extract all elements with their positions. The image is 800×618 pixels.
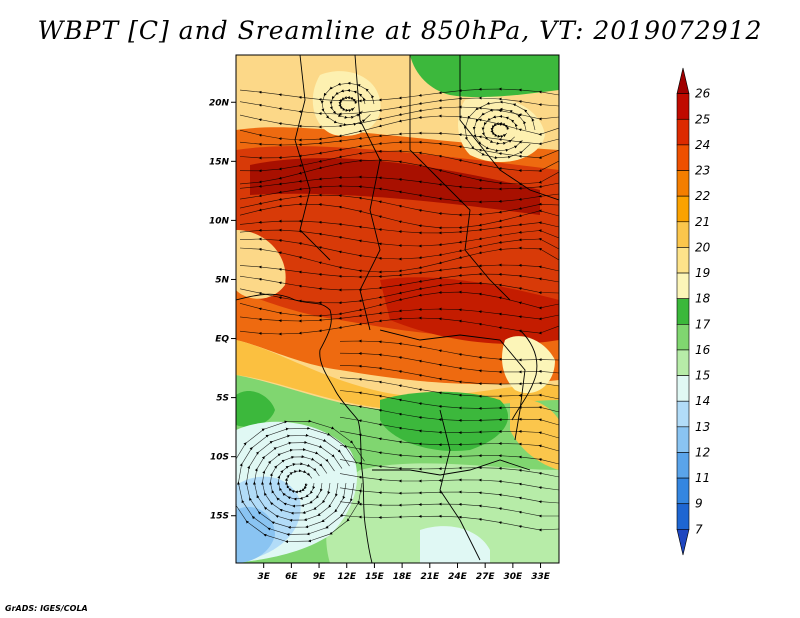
colorbar-segment (676, 170, 690, 197)
colorbar-segment (676, 375, 690, 402)
lon-tick-label: 15E (365, 572, 385, 582)
colorbar-label: 16 (695, 343, 711, 357)
colorbar-label: 24 (695, 138, 710, 152)
colorbar-segment (676, 349, 690, 376)
colorbar-label: 23 (695, 164, 710, 178)
lat-tick-label: 10N (209, 216, 230, 226)
lon-tick-label: 18E (393, 572, 413, 582)
colorbar-label: 18 (695, 292, 711, 306)
map-frame (235, 54, 560, 564)
colorbar-label: 21 (695, 215, 710, 229)
streamline (463, 100, 536, 160)
streamline (239, 316, 559, 336)
colorbar-label: 25 (695, 112, 710, 126)
colorbar: 26 25 24 23 22 21 20 19 18 17 16 15 14 13 12 11 9 7 (676, 67, 711, 556)
lon-tick-label: 9E (313, 572, 326, 582)
colorbar-segment (676, 144, 690, 171)
lat-tick-label: 15N (209, 157, 230, 167)
coastlines-borders (236, 55, 559, 563)
lon-tick-label: 30E (504, 572, 524, 582)
colorbar-label: 19 (695, 266, 710, 280)
lon-tick-label: 27E (476, 572, 496, 582)
colorbar-segment (676, 272, 690, 299)
lon-tick-label: 3E (257, 572, 270, 582)
colorbar-label: 20 (695, 240, 711, 254)
streamlines (236, 81, 559, 544)
latitude-axis: 20N 15N 10N 5N EQ 5S 10S 15S (209, 98, 236, 522)
colorbar-segment (676, 477, 690, 505)
colorbar-segment (676, 118, 690, 146)
lon-tick-label: 33E (531, 572, 551, 582)
lon-tick-label: 6E (285, 572, 298, 582)
streamline (339, 430, 559, 452)
lon-tick-label: 24E (448, 572, 468, 582)
colorbar-label: 12 (695, 445, 710, 459)
lat-tick-label: 5N (215, 275, 229, 285)
streamline (339, 444, 559, 465)
lat-tick-label: 20N (209, 98, 230, 108)
colorbar-segment (676, 221, 690, 248)
colorbar-label: 26 (695, 87, 711, 101)
colorbar-segment (676, 452, 690, 479)
lat-tick-label: 5S (216, 394, 229, 404)
colorbar-label: 11 (695, 471, 710, 485)
colorbar-label: 17 (695, 317, 711, 331)
colorbar-segment (676, 426, 690, 453)
longitude-axis: 3E 6E 9E 12E 15E 18E 21E 24E 27E 30E 33E (257, 563, 551, 582)
streamline (339, 487, 559, 504)
colorbar-segment (676, 247, 690, 274)
colorbar-label: 7 (695, 522, 703, 536)
lat-tick-label: 15S (210, 512, 229, 522)
colorbar-label: 22 (695, 189, 710, 203)
streamline (320, 81, 375, 127)
colorbar-segment (676, 529, 690, 556)
colorbar-segment (676, 400, 690, 428)
streamline (236, 419, 365, 544)
lat-tick-label: EQ (215, 335, 229, 345)
streamline (339, 416, 559, 439)
colorbar-segment (676, 503, 690, 530)
colorbar-label: 15 (695, 369, 710, 383)
colorbar-label: 9 (695, 497, 703, 511)
colorbar-segment (676, 298, 690, 325)
streamline (339, 459, 559, 478)
chart-title: WBPT [C] and Sreamline at 850hPa, VT: 20… (37, 16, 763, 45)
wbpt-field (236, 55, 559, 563)
grads-credit: GrADS: IGES/COLA (5, 604, 88, 613)
colorbar-segment (676, 195, 690, 223)
colorbar-label: 13 (695, 420, 710, 434)
colorbar-segment (676, 93, 690, 120)
colorbar-label: 14 (695, 394, 710, 408)
lat-tick-label: 10S (210, 453, 229, 463)
streamline (339, 473, 559, 491)
colorbar-segment (676, 67, 690, 94)
lon-tick-label: 12E (337, 572, 357, 582)
streamline (339, 514, 559, 532)
lon-tick-label: 21E (420, 572, 440, 582)
colorbar-segment (676, 324, 690, 351)
